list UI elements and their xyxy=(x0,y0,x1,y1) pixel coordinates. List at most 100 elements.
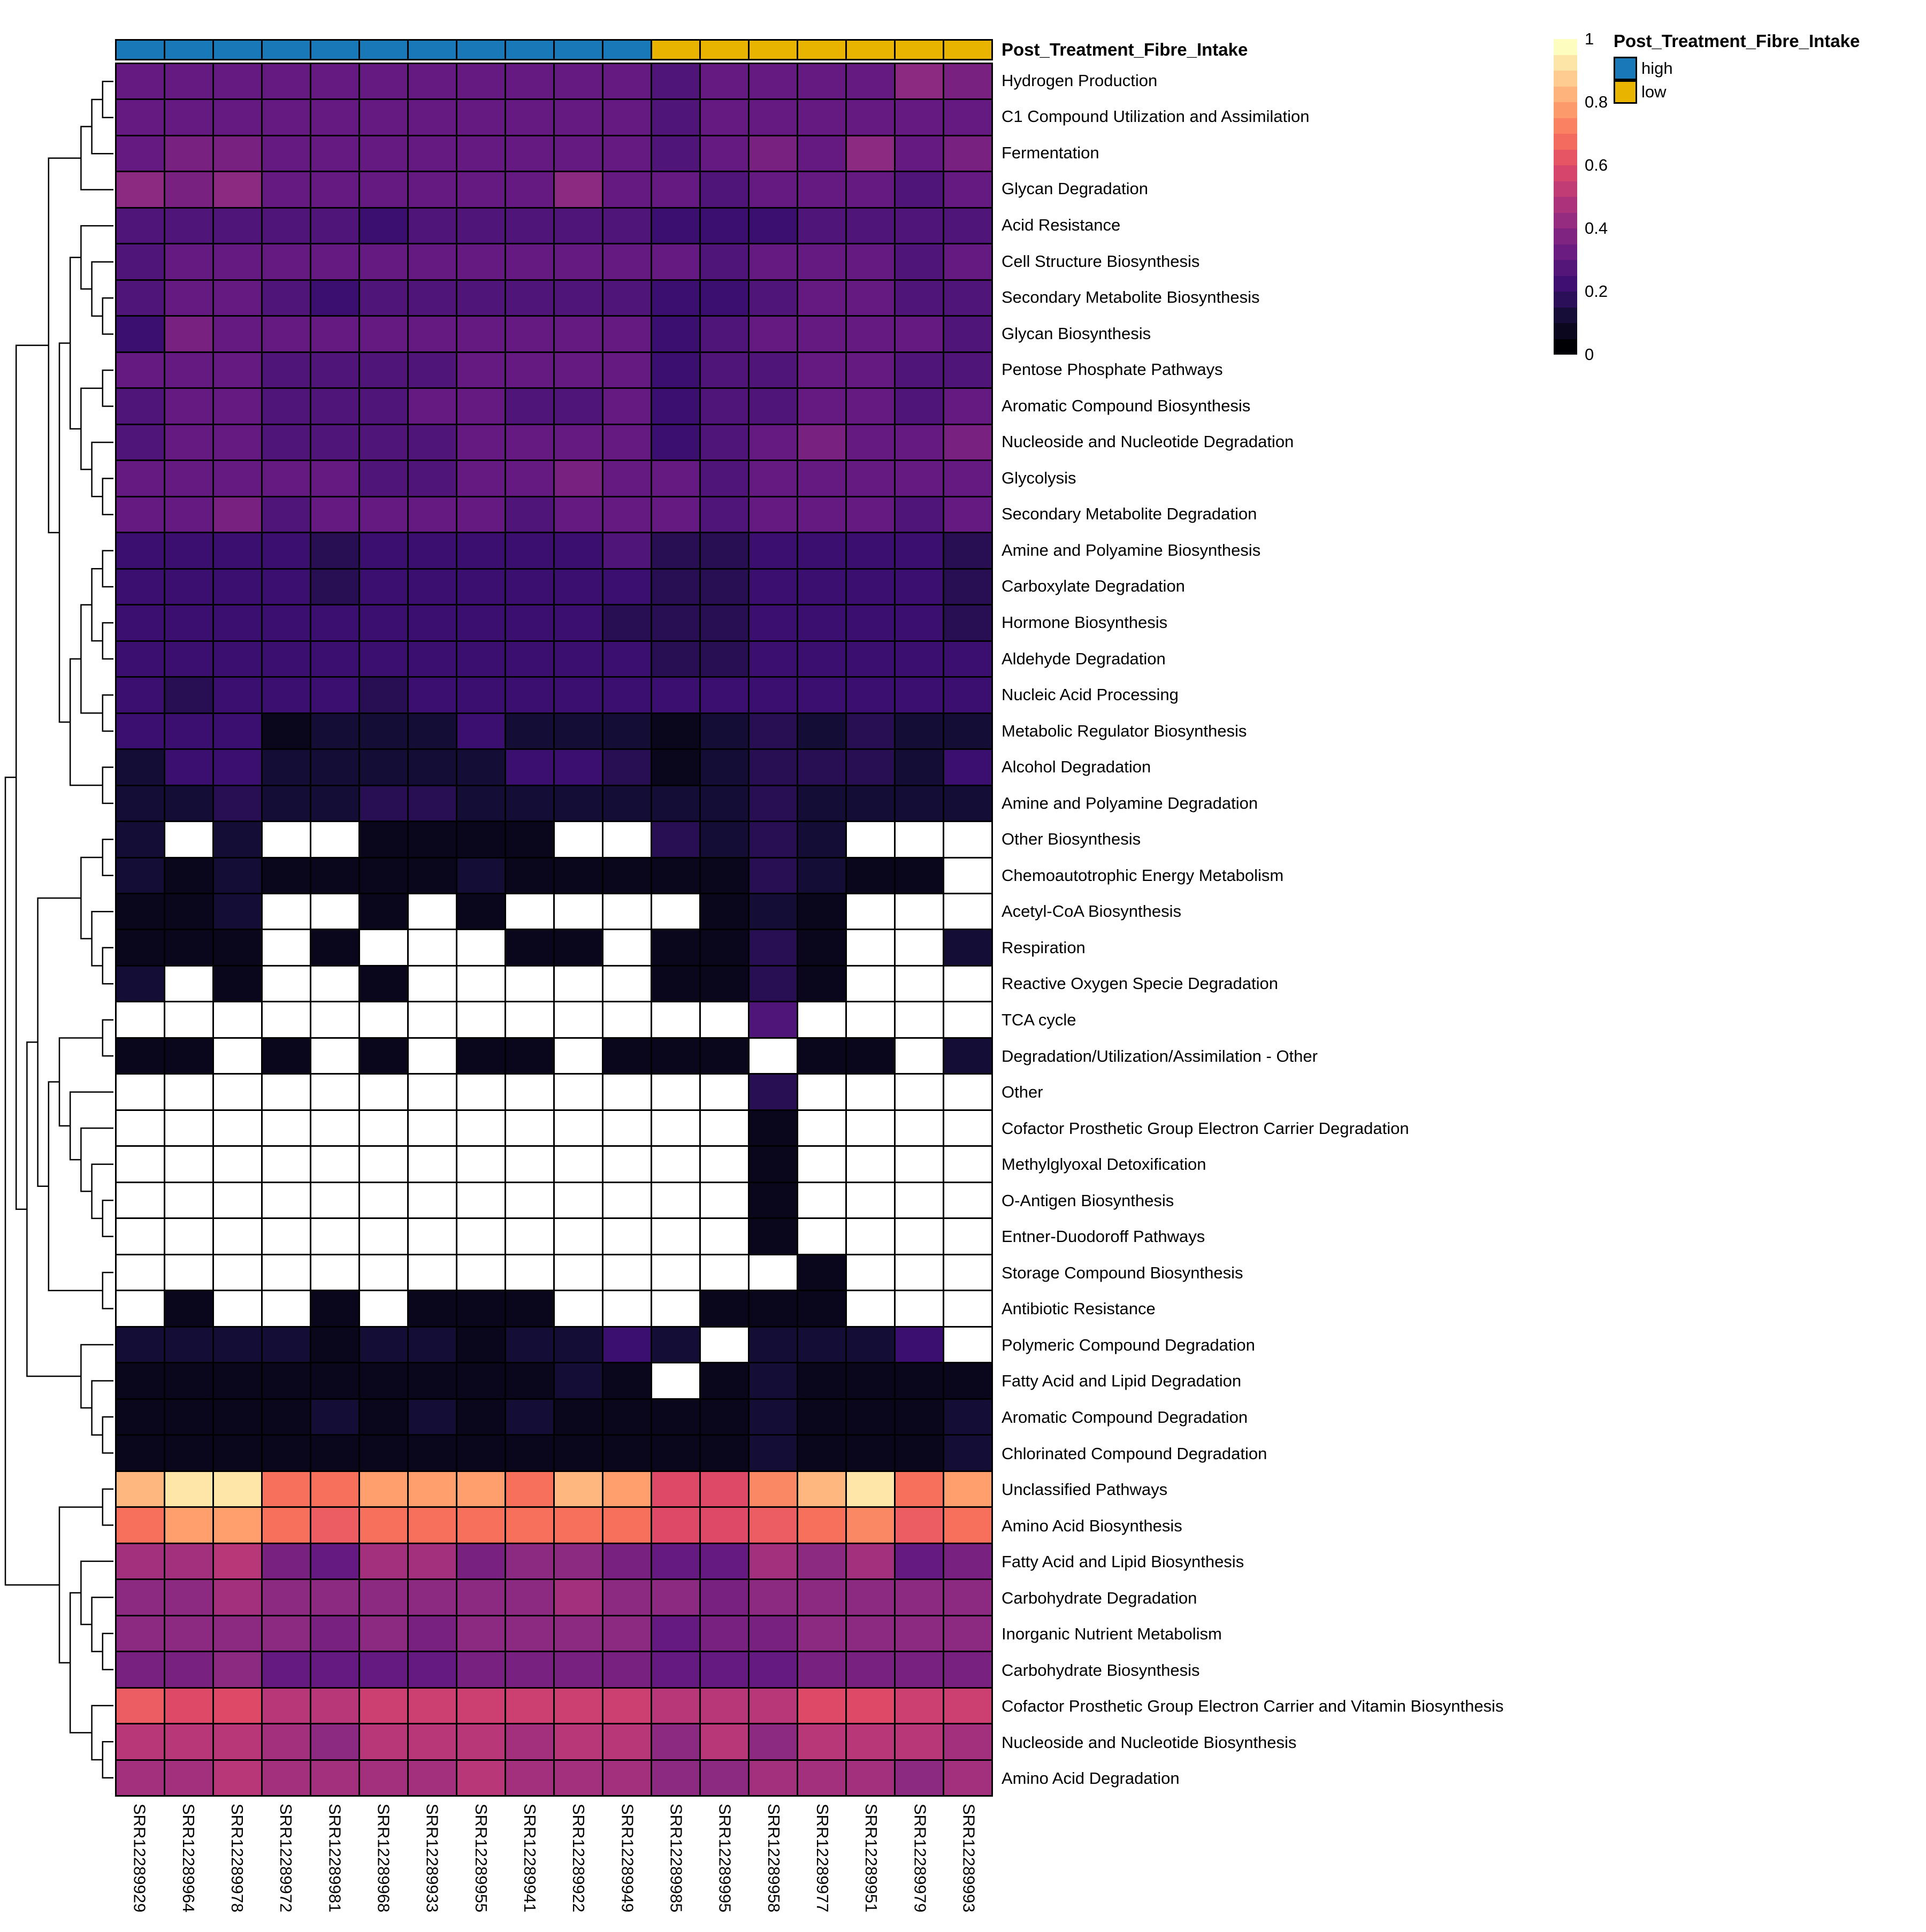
heatmap-cell xyxy=(847,1616,894,1651)
heatmap-cell xyxy=(360,569,407,604)
heatmap-cell xyxy=(263,822,310,857)
heatmap-cell xyxy=(360,1688,407,1723)
heatmap-cell xyxy=(360,930,407,965)
heatmap-cell xyxy=(896,1110,943,1146)
annotation-cell xyxy=(555,41,602,59)
colorbar-step xyxy=(1554,134,1577,150)
heatmap-cell xyxy=(360,1363,407,1398)
heatmap-cell xyxy=(360,136,407,171)
heatmap-cell xyxy=(263,280,310,316)
heatmap-cell xyxy=(311,930,358,965)
row-label: Other Biosynthesis xyxy=(1002,830,1141,849)
row-label: Other xyxy=(1002,1083,1043,1102)
row-label: Metabolic Regulator Biosynthesis xyxy=(1002,721,1247,740)
row-label: Storage Compound Biosynthesis xyxy=(1002,1263,1243,1282)
heatmap-cell xyxy=(798,1002,845,1037)
row-label: Reactive Oxygen Specie Degradation xyxy=(1002,974,1278,993)
heatmap-cell xyxy=(117,1110,164,1146)
heatmap-cell xyxy=(701,317,748,351)
heatmap-cell xyxy=(798,605,845,640)
heatmap-cell xyxy=(652,172,699,207)
heatmap-cell xyxy=(944,1219,991,1254)
heatmap-cell xyxy=(555,1652,602,1687)
heatmap-cell xyxy=(214,1724,261,1759)
heatmap-cell xyxy=(506,1760,553,1795)
heatmap-cell xyxy=(409,822,456,857)
heatmap-cell xyxy=(750,786,797,821)
heatmap-cell xyxy=(555,1038,602,1074)
heatmap-cell xyxy=(847,1471,894,1507)
heatmap-cell xyxy=(798,100,845,135)
heatmap-cell xyxy=(701,641,748,677)
heatmap-cell xyxy=(165,1399,212,1435)
heatmap-cell xyxy=(360,1399,407,1435)
heatmap-cell xyxy=(214,280,261,316)
heatmap-cell xyxy=(896,1002,943,1037)
heatmap-cell xyxy=(603,714,651,749)
heatmap-cell xyxy=(457,1075,505,1109)
heatmap-cell xyxy=(214,497,261,532)
heatmap-cell xyxy=(944,64,991,99)
heatmap-cell xyxy=(165,1110,212,1146)
heatmap-cell xyxy=(750,1110,797,1146)
heatmap-cell xyxy=(117,100,164,135)
heatmap-cell xyxy=(750,317,797,351)
heatmap-cell xyxy=(555,1291,602,1326)
heatmap-cell xyxy=(214,1399,261,1435)
heatmap-cell xyxy=(896,1219,943,1254)
annotation-cell xyxy=(360,41,407,59)
heatmap-cell xyxy=(506,605,553,640)
heatmap-cell xyxy=(506,172,553,207)
heatmap-cell xyxy=(457,1652,505,1687)
heatmap-cell xyxy=(506,1219,553,1254)
heatmap-cell xyxy=(165,605,212,640)
heatmap-cell xyxy=(117,1291,164,1326)
heatmap-cell xyxy=(360,461,407,496)
heatmap-cell xyxy=(214,641,261,677)
annotation-cell xyxy=(311,41,358,59)
heatmap-cell xyxy=(555,317,602,351)
heatmap-cell xyxy=(701,1147,748,1182)
heatmap-cell xyxy=(409,389,456,424)
heatmap-cell xyxy=(798,1110,845,1146)
heatmap-cell xyxy=(263,1544,310,1579)
heatmap-cell xyxy=(555,1544,602,1579)
row-label: Polymeric Compound Degradation xyxy=(1002,1335,1255,1354)
heatmap-cell xyxy=(750,1183,797,1218)
heatmap-cell xyxy=(117,280,164,316)
row-label: Amine and Polyamine Degradation xyxy=(1002,793,1258,812)
heatmap-cell xyxy=(457,678,505,712)
heatmap-cell xyxy=(798,678,845,712)
heatmap-cell xyxy=(506,136,553,171)
heatmap-cell xyxy=(798,786,845,821)
heatmap-cell xyxy=(798,1147,845,1182)
colorbar-tick-label: 0.8 xyxy=(1585,93,1608,111)
row-label: Secondary Metabolite Biosynthesis xyxy=(1002,288,1260,307)
legend-label: low xyxy=(1641,82,1667,101)
row-label: Unclassified Pathways xyxy=(1002,1480,1168,1499)
heatmap-cell xyxy=(944,1760,991,1795)
row-label: Hydrogen Production xyxy=(1002,71,1158,90)
heatmap-cell xyxy=(506,1002,553,1037)
heatmap-cell xyxy=(652,1652,699,1687)
heatmap-cell xyxy=(944,172,991,207)
heatmap-cell xyxy=(263,172,310,207)
heatmap-cell xyxy=(896,425,943,460)
heatmap-cell xyxy=(506,1147,553,1182)
heatmap-cell xyxy=(360,280,407,316)
heatmap-cell xyxy=(750,352,797,388)
heatmap-cell xyxy=(555,461,602,496)
heatmap-cell xyxy=(457,497,505,532)
heatmap-cell xyxy=(360,352,407,388)
heatmap-cell xyxy=(360,894,407,929)
heatmap-cell xyxy=(701,1580,748,1615)
heatmap-cell xyxy=(457,641,505,677)
heatmap-cell xyxy=(165,1436,212,1470)
heatmap-cell xyxy=(360,533,407,568)
heatmap-cell xyxy=(506,244,553,279)
heatmap-cell xyxy=(701,858,748,893)
heatmap-cell xyxy=(798,280,845,316)
heatmap-cell xyxy=(409,280,456,316)
heatmap-cell xyxy=(311,64,358,99)
row-label: Amine and Polyamine Biosynthesis xyxy=(1002,540,1261,559)
